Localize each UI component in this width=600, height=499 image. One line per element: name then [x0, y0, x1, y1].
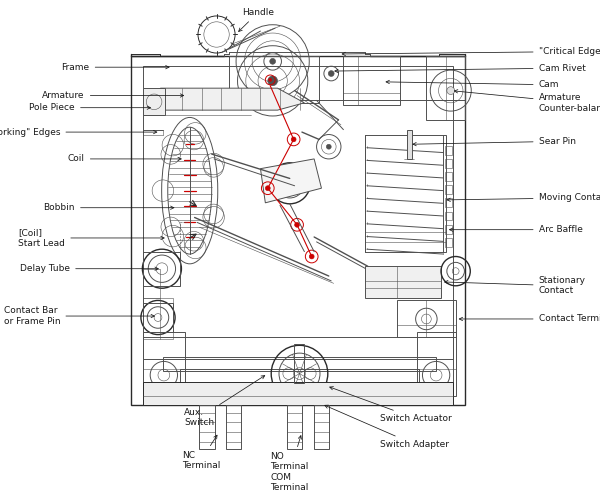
Circle shape	[291, 137, 296, 142]
Text: Contact Terminal: Contact Terminal	[459, 314, 600, 323]
Text: Switch Adapter: Switch Adapter	[325, 405, 449, 449]
Bar	[180, 369, 419, 383]
Circle shape	[269, 78, 272, 81]
Text: Sear Pin: Sear Pin	[413, 137, 575, 146]
Bar	[143, 251, 180, 286]
Text: "Working" Edges: "Working" Edges	[0, 128, 157, 137]
Bar	[445, 185, 452, 194]
Text: NO
Terminal
COM
Terminal: NO Terminal COM Terminal	[271, 436, 309, 493]
Bar	[143, 382, 453, 405]
Bar	[143, 268, 160, 298]
Text: Frame: Frame	[62, 63, 169, 72]
Bar	[143, 298, 173, 339]
Bar	[343, 56, 400, 105]
Text: Armature
Counter-balance: Armature Counter-balance	[454, 90, 600, 112]
Bar	[143, 332, 185, 396]
Text: Cam Rivet: Cam Rivet	[335, 64, 586, 73]
Bar	[199, 405, 215, 449]
Text: Aux.
Switch: Aux. Switch	[184, 376, 265, 427]
Bar	[445, 225, 452, 234]
Bar	[445, 212, 452, 221]
Bar	[445, 172, 452, 181]
Bar	[226, 405, 241, 449]
Text: Armature: Armature	[43, 91, 184, 100]
Bar	[416, 332, 455, 396]
Text: Cam: Cam	[386, 80, 559, 89]
Text: Coil: Coil	[68, 154, 181, 163]
Polygon shape	[260, 159, 322, 203]
Text: Delay Tube: Delay Tube	[20, 264, 158, 273]
Text: Switch Actuator: Switch Actuator	[330, 387, 452, 423]
Text: Contact Bar
or Frame Pin: Contact Bar or Frame Pin	[4, 306, 154, 326]
Bar	[427, 56, 466, 120]
Bar	[131, 56, 466, 405]
Bar	[143, 303, 173, 332]
Circle shape	[326, 144, 331, 149]
Polygon shape	[160, 88, 304, 110]
Text: Stationary
Contact: Stationary Contact	[445, 276, 586, 295]
Bar	[445, 159, 452, 168]
Text: "Critical Edges": "Critical Edges"	[342, 47, 600, 56]
Bar	[143, 337, 453, 359]
Circle shape	[295, 223, 299, 227]
Bar	[365, 266, 441, 298]
Bar	[229, 56, 319, 103]
Bar	[143, 88, 166, 115]
Bar	[445, 238, 452, 247]
Text: [Coil]
Start Lead: [Coil] Start Lead	[19, 228, 164, 248]
Circle shape	[270, 58, 275, 64]
Text: Bobbin: Bobbin	[44, 203, 174, 212]
Bar	[365, 135, 446, 251]
Circle shape	[309, 254, 314, 259]
Circle shape	[447, 87, 455, 94]
Bar	[407, 130, 412, 159]
Circle shape	[265, 186, 270, 191]
Bar	[445, 199, 452, 207]
Bar	[287, 405, 302, 449]
Bar	[143, 66, 453, 393]
Text: Pole Piece: Pole Piece	[29, 103, 151, 112]
Bar	[163, 357, 436, 371]
Bar	[293, 344, 304, 383]
Bar	[314, 405, 329, 449]
Bar	[445, 146, 452, 155]
Text: Arc Baffle: Arc Baffle	[449, 225, 583, 234]
Circle shape	[328, 70, 334, 76]
Text: Moving Contact: Moving Contact	[447, 194, 600, 203]
Text: NC
Terminal: NC Terminal	[182, 435, 220, 470]
Text: Handle: Handle	[239, 8, 274, 31]
Circle shape	[268, 76, 278, 86]
Circle shape	[288, 181, 292, 185]
Bar	[397, 300, 455, 337]
